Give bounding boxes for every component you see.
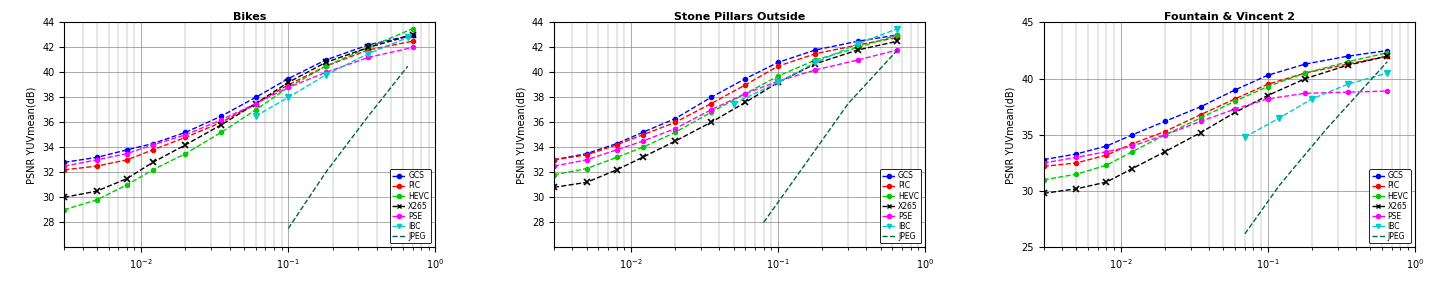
Title: Fountain & Vincent 2: Fountain & Vincent 2 [1163, 12, 1295, 22]
Y-axis label: PSNR YUVmean(dB): PSNR YUVmean(dB) [1006, 86, 1016, 183]
Title: Stone Pillars Outside: Stone Pillars Outside [674, 12, 805, 22]
Legend: GCS, PIC, HEVC, X265, PSE, IBC, JPEG: GCS, PIC, HEVC, X265, PSE, IBC, JPEG [1369, 169, 1410, 243]
Legend: GCS, PIC, HEVC, X265, PSE, IBC, JPEG: GCS, PIC, HEVC, X265, PSE, IBC, JPEG [880, 169, 922, 243]
Y-axis label: PSNR YUVmean(dB): PSNR YUVmean(dB) [27, 86, 37, 183]
Y-axis label: PSNR YUVmean(dB): PSNR YUVmean(dB) [516, 86, 526, 183]
Legend: GCS, PIC, HEVC, X265, PSE, IBC, JPEG: GCS, PIC, HEVC, X265, PSE, IBC, JPEG [390, 169, 432, 243]
Title: Bikes: Bikes [233, 12, 266, 22]
